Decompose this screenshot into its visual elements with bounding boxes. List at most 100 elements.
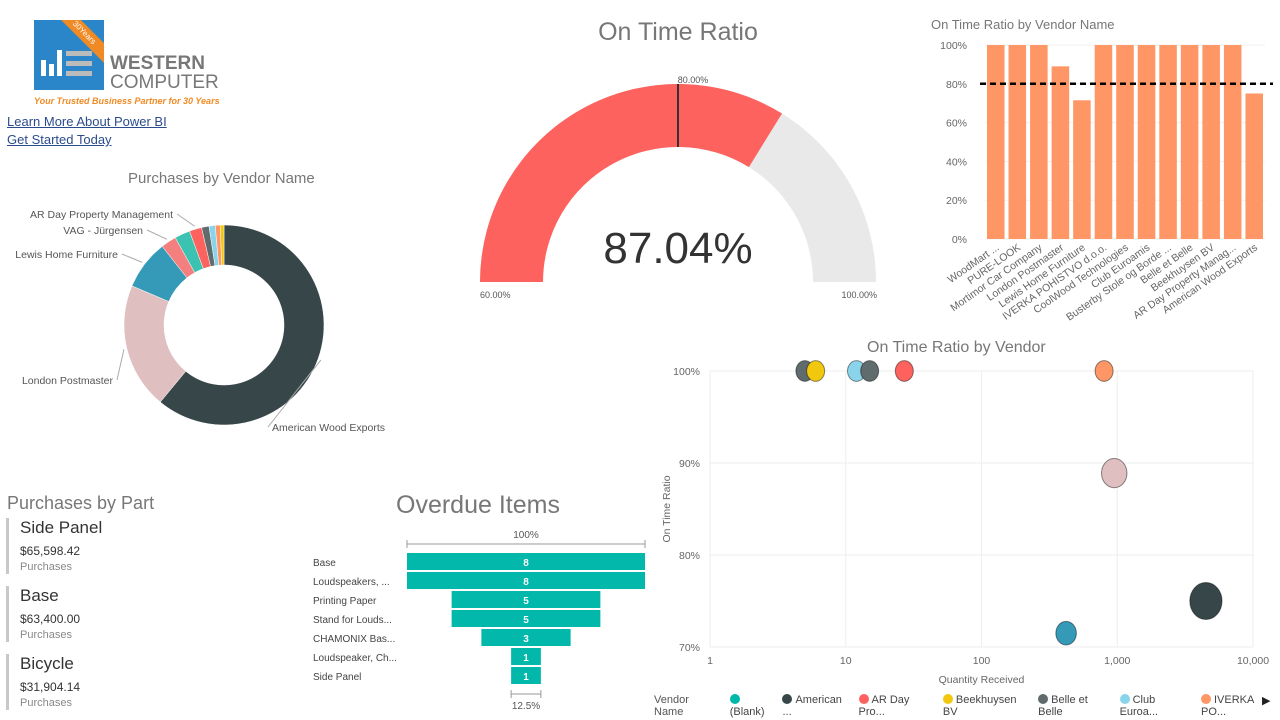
- legend-label: Club Euroa...: [1119, 694, 1159, 718]
- funnel-bar-value: 8: [523, 577, 529, 588]
- donut-label: American Wood Exports: [272, 422, 385, 434]
- y-tick-label: 100%: [940, 40, 967, 52]
- bar: [1202, 45, 1220, 239]
- bar: [1008, 45, 1027, 239]
- legend-label: AR Day Pro...: [858, 694, 910, 718]
- donut-leader-line: [267, 359, 322, 428]
- funnel-category-label: Printing Paper: [313, 596, 377, 607]
- scatter-point: [1189, 581, 1223, 621]
- x-tick-label: 10,000: [1237, 655, 1269, 667]
- y-tick-label: 70%: [679, 642, 700, 654]
- legend-dot-icon: [782, 694, 793, 704]
- legend-item[interactable]: American ...: [782, 694, 852, 718]
- donut-leader-line: [121, 253, 143, 263]
- scatter-point: [1055, 620, 1077, 646]
- gauge-max: 100.00%: [841, 290, 877, 300]
- donut-label: Lewis Home Furniture: [15, 249, 118, 261]
- scatter-title: On Time Ratio by Vendor: [867, 339, 1046, 356]
- scatter-legend: Vendor Name (Blank) American ... AR Day Pr…: [654, 694, 1280, 718]
- y-tick-label: 80%: [946, 79, 967, 91]
- bar: [1180, 45, 1199, 239]
- gauge-target-label: 80.00%: [678, 75, 709, 85]
- x-axis-title: Quantity Received: [939, 674, 1025, 686]
- funnel-title: Overdue Items: [396, 491, 560, 519]
- logo-tagline: Your Trusted Business Partner for 30 Yea…: [34, 96, 220, 106]
- funnel-category-label: CHAMONIX Bas...: [313, 634, 395, 645]
- legend-label: (Blank): [729, 706, 765, 718]
- bar: [1245, 93, 1263, 239]
- scatter-point: [806, 360, 826, 382]
- company-logo: 30Years WESTERN COMPUTER Your Trusted Bu…: [34, 20, 224, 110]
- y-axis-title: On Time Ratio: [661, 475, 673, 542]
- funnel-bar: [407, 572, 645, 589]
- funnel-bottom-bracket: [510, 690, 542, 698]
- funnel-bar: [481, 629, 571, 646]
- logo-line2: COMPUTER: [110, 72, 219, 93]
- y-tick-label: 40%: [946, 156, 967, 168]
- donut-leader-line: [146, 229, 168, 240]
- legend-dot-icon: [1119, 694, 1130, 704]
- on-time-gauge: 87.04% 60.00% 100.00% 80.00%: [480, 75, 877, 300]
- bar-chart-title: On Time Ratio by Vendor Name: [931, 17, 1115, 32]
- legend-item[interactable]: Beekhuysen BV: [942, 694, 1032, 718]
- funnel-bar: [451, 591, 601, 608]
- donut-slice: [159, 224, 325, 426]
- donut-leader-line: [116, 349, 125, 381]
- x-tick-label: 100: [973, 655, 991, 667]
- funnel-bottom-label: 12.5%: [512, 701, 540, 712]
- scatter-point: [1094, 360, 1114, 382]
- legend-label: American ...: [782, 694, 842, 718]
- bar: [1094, 45, 1113, 239]
- y-tick-label: 20%: [946, 195, 967, 207]
- funnel-category-label: Loudspeakers, ...: [313, 577, 390, 588]
- overdue-funnel-chart: 100% 8 Base 8 Loudspeakers, ... 5 Printing Pap…: [313, 530, 646, 712]
- gauge-value: 87.04%: [603, 224, 752, 273]
- funnel-bar-value: 5: [523, 596, 529, 607]
- legend-dot-icon: [942, 694, 953, 704]
- funnel-category-label: Loudspeaker, Ch...: [313, 653, 397, 664]
- legend-dot-icon: [1201, 694, 1211, 704]
- donut-label: AR Day Property Management: [30, 209, 173, 221]
- legend-item[interactable]: AR Day Pro...: [858, 694, 937, 718]
- funnel-bar-value: 1: [523, 653, 529, 664]
- gauge-title: On Time Ratio: [598, 18, 758, 46]
- donut-leader-line: [176, 213, 195, 227]
- funnel-bar-value: 5: [523, 615, 529, 626]
- learn-more-link[interactable]: Learn More About Power BI: [7, 114, 167, 129]
- funnel-top-bracket: [406, 540, 646, 548]
- scatter-point: [1100, 457, 1128, 489]
- part-card: Base $63,400.00 Purchases: [6, 586, 80, 642]
- part-card: Bicycle $31,904.14 Purchases: [6, 654, 80, 710]
- bar: [1073, 100, 1091, 239]
- get-started-link[interactable]: Get Started Today: [7, 132, 112, 147]
- funnel-category-label: Stand for Louds...: [313, 615, 392, 626]
- x-tick-label: 1,000: [1104, 655, 1130, 667]
- legend-item[interactable]: Club Euroa...: [1119, 694, 1195, 718]
- y-tick-label: 90%: [679, 458, 700, 470]
- bar: [1159, 45, 1177, 239]
- donut-slice: [219, 224, 225, 266]
- donut-label: London Postmaster: [22, 375, 114, 387]
- legend-next-arrow-icon[interactable]: ▶: [1262, 695, 1271, 707]
- legend-item[interactable]: (Blank): [729, 694, 777, 718]
- y-tick-label: 80%: [679, 550, 700, 562]
- part-card: Side Panel $65,598.42 Purchases: [6, 518, 102, 574]
- funnel-bar: [451, 610, 601, 627]
- bar: [1223, 45, 1242, 239]
- x-tick-label: 10: [840, 655, 852, 667]
- legend-title: Vendor Name: [654, 694, 689, 718]
- vendor-bar-chart: 0%20%40%60%80%100%WoodMart ...PURE-LOOKM…: [940, 40, 1273, 323]
- y-tick-label: 0%: [952, 234, 967, 246]
- funnel-top-label: 100%: [513, 530, 539, 541]
- legend-dot-icon: [858, 694, 869, 704]
- legend-item[interactable]: IVERKA PO...: [1201, 694, 1280, 718]
- donut-label: VAG - Jürgensen: [63, 225, 143, 237]
- funnel-bar: [511, 648, 541, 665]
- legend-label: Beekhuysen BV: [942, 694, 1017, 718]
- y-tick-label: 60%: [946, 118, 967, 130]
- scatter-point: [860, 360, 880, 382]
- funnel-bar: [511, 667, 541, 684]
- gauge-fill: [480, 83, 782, 282]
- legend-item[interactable]: Belle et Belle: [1038, 694, 1113, 718]
- funnel-category-label: Base: [313, 558, 336, 569]
